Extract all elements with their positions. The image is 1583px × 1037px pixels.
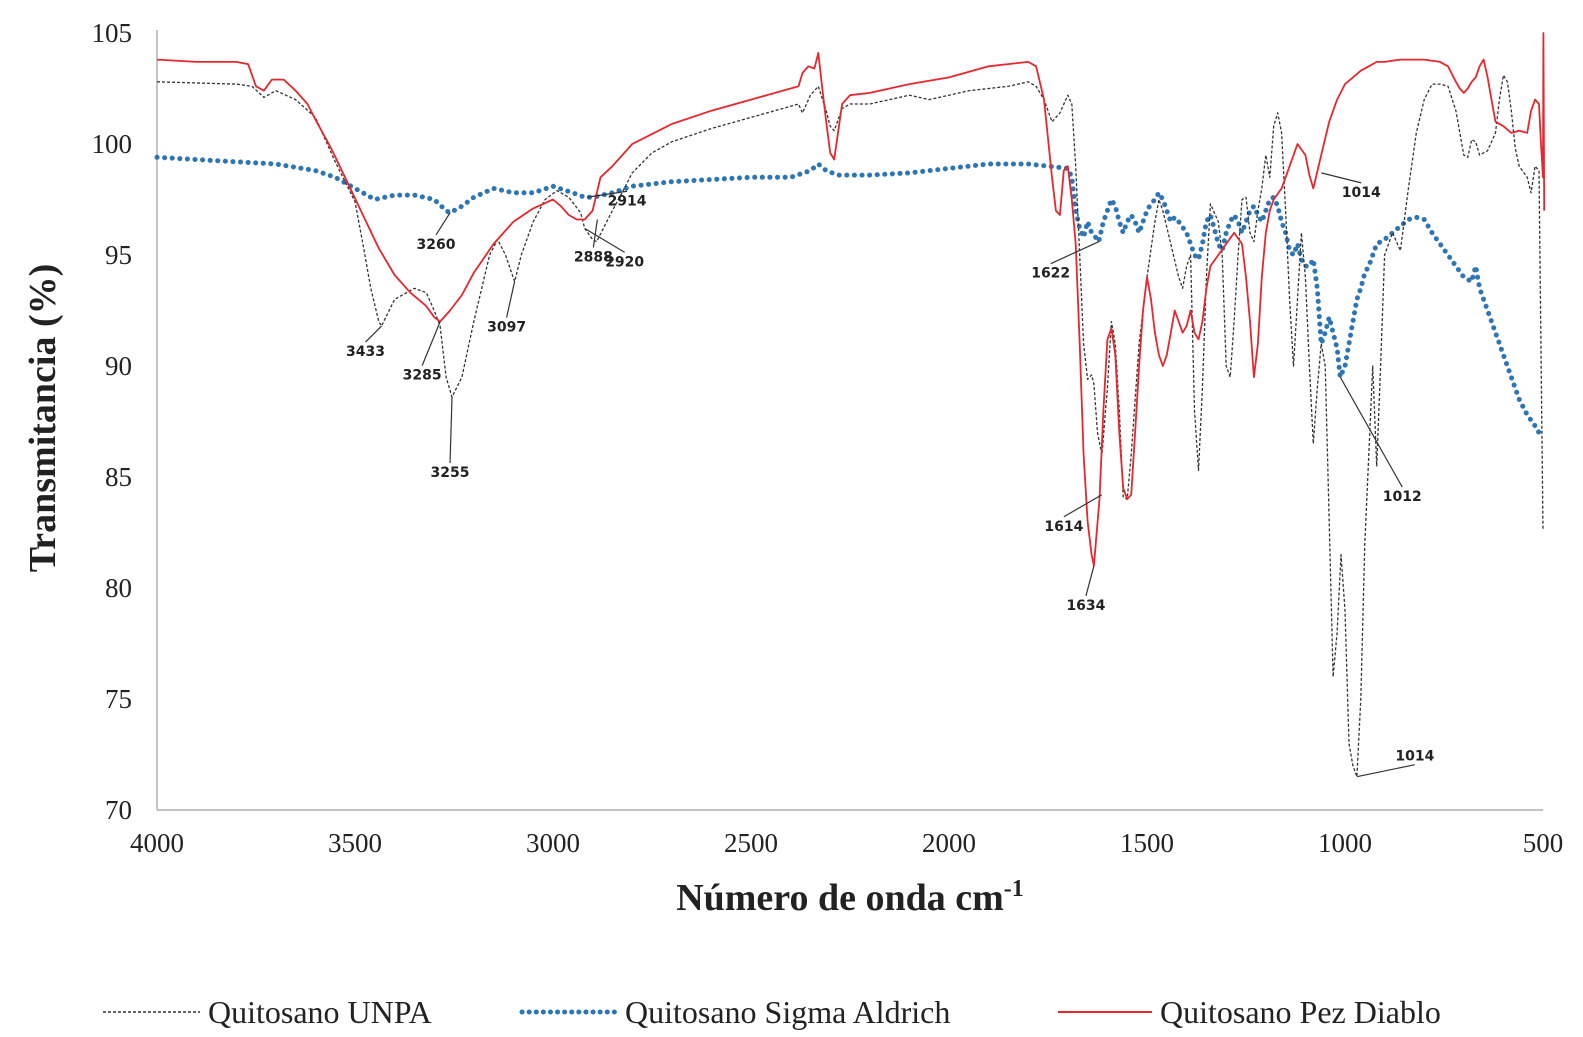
y-tick-label: 70 <box>105 795 132 825</box>
legend-label-pez-diablo: Quitosano Pez Diablo <box>1160 994 1441 1030</box>
annotation-label: 1014 <box>1395 749 1434 765</box>
legend-label-unpa: Quitosano UNPA <box>208 994 432 1030</box>
y-tick-label: 100 <box>92 129 133 159</box>
annotation-leader <box>1321 172 1362 184</box>
annotation-label: 2920 <box>605 254 644 270</box>
annotation-leader <box>506 281 516 318</box>
annotation-leader <box>1339 376 1403 488</box>
x-tick-label: 2500 <box>724 828 778 858</box>
x-tick-label: 3000 <box>526 828 580 858</box>
legend: Quitosano UNPA Quitosano Sigma Aldrich Q… <box>103 994 1441 1030</box>
annotation-label: 3097 <box>487 320 526 336</box>
annotation-leader <box>1050 241 1099 265</box>
annotation-leader <box>365 325 382 343</box>
series-line-pez-diablo <box>156 32 1546 567</box>
y-tick-label: 85 <box>105 462 132 492</box>
tick-layer: 4000 3500 3000 2500 2000 1500 1000 500 70 75 80 85 9… <box>92 18 1564 858</box>
series-line-sigma-aldrich <box>154 154 1546 436</box>
series-layer <box>154 32 1546 778</box>
x-axis-title-superscript: -1 <box>1004 876 1024 902</box>
annotation-label: 3255 <box>431 465 470 481</box>
x-tick-label: 1500 <box>1120 828 1174 858</box>
legend-label-sigma: Quitosano Sigma Aldrich <box>625 994 950 1030</box>
annotation-label: 1614 <box>1044 519 1083 535</box>
legend-item-unpa: Quitosano UNPA <box>103 994 432 1030</box>
annotation-label: 2914 <box>608 193 647 209</box>
annotation-leader <box>1085 565 1095 596</box>
annotation-leader <box>449 397 453 464</box>
annotation-label: 1014 <box>1342 185 1381 201</box>
annotation-label: 3260 <box>417 237 456 253</box>
x-tick-label: 3500 <box>328 828 382 858</box>
y-tick-label: 75 <box>105 684 132 714</box>
axes <box>156 30 1543 811</box>
annotation-label: 1012 <box>1383 489 1422 505</box>
legend-item-pez-diablo: Quitosano Pez Diablo <box>1058 994 1441 1030</box>
legend-item-sigma: Quitosano Sigma Aldrich <box>519 994 950 1030</box>
annotation-label: 3433 <box>346 344 385 360</box>
annotation-leader <box>1356 764 1416 778</box>
y-axis-title: Transmitancia (%) <box>22 264 64 573</box>
annotation-label: 1634 <box>1066 598 1105 614</box>
annotation-leader <box>586 190 628 198</box>
x-tick-label: 500 <box>1523 828 1564 858</box>
x-tick-label: 2000 <box>922 828 976 858</box>
annotation-leader <box>435 212 451 236</box>
annotation-label: 3285 <box>403 368 442 384</box>
y-tick-label: 90 <box>105 351 132 381</box>
series-line-unpa <box>156 74 1544 778</box>
annotation-leader <box>584 227 625 253</box>
annotation-leader <box>421 321 441 366</box>
y-tick-label: 105 <box>92 18 133 48</box>
x-axis-title: Número de onda cm-1 <box>676 876 1024 919</box>
x-axis-title-main: Número de onda cm <box>676 877 1004 919</box>
x-tick-label: 1000 <box>1318 828 1372 858</box>
annotation-label: 1622 <box>1031 266 1070 282</box>
x-tick-label: 4000 <box>130 828 184 858</box>
y-tick-label: 80 <box>105 573 132 603</box>
annotation-leader <box>1063 494 1103 518</box>
y-tick-label: 95 <box>105 240 132 270</box>
annotation-label: 2888 <box>574 249 613 265</box>
annotation-leader <box>592 219 598 248</box>
